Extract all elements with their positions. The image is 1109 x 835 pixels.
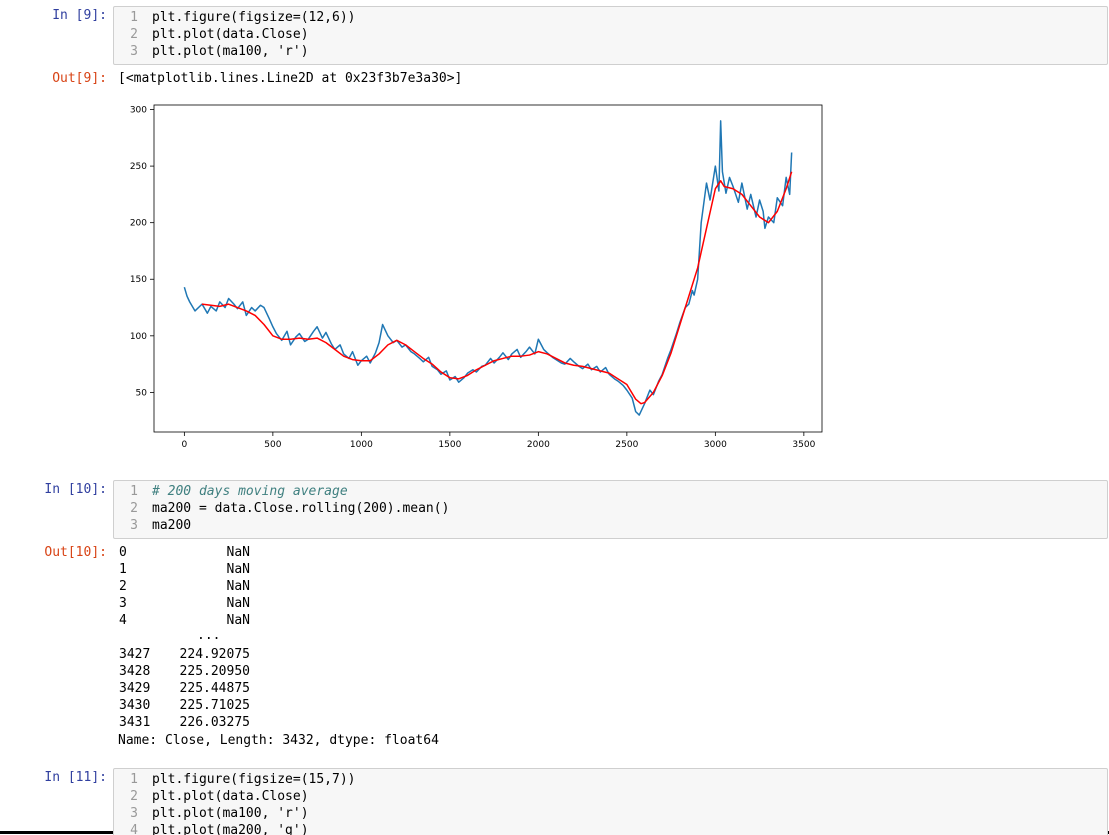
series-line <box>201 171 793 405</box>
line-number: 1 <box>130 772 138 787</box>
series-index: 3430 <box>119 698 151 713</box>
series-index: 0 <box>119 545 127 560</box>
code-line: plt.plot(ma100, 'r') <box>152 44 309 59</box>
output-text: [<matplotlib.lines.Line2D at 0x23f3b7e3a… <box>118 71 463 86</box>
x-tick-label: 2500 <box>615 440 638 450</box>
series-value: NaN <box>226 545 250 560</box>
line-number: 4 <box>130 823 138 835</box>
series-value: 225.20950 <box>179 664 250 679</box>
code-line: plt.figure(figsize=(12,6)) <box>152 10 356 25</box>
series-index: 4 <box>119 613 127 628</box>
series-value: 226.03275 <box>179 715 250 730</box>
line-number: 2 <box>130 27 138 42</box>
series-index: 2 <box>119 579 127 594</box>
input-prompt: In [10]: <box>44 482 107 497</box>
y-tick-label: 200 <box>130 219 147 229</box>
y-tick-label: 150 <box>130 275 147 285</box>
line-number: 3 <box>130 806 138 821</box>
line-number: 2 <box>130 501 138 516</box>
line-number: 3 <box>130 44 138 59</box>
series-value: NaN <box>226 596 250 611</box>
code-line: ma200 = data.Close.rolling(200).mean() <box>152 501 450 516</box>
code-line: ma200 <box>152 518 192 533</box>
x-tick-label: 1000 <box>350 440 373 450</box>
series-value: 224.92075 <box>179 647 250 662</box>
code-line: plt.plot(data.Close) <box>152 789 309 804</box>
series-index: 3431 <box>119 715 151 730</box>
line-number: 2 <box>130 789 138 804</box>
series-value: NaN <box>226 562 250 577</box>
code-cell[interactable]: 1 2 3 # 200 days moving average ma200 = data… <box>113 480 1108 539</box>
plot-area <box>153 104 823 433</box>
code-line: plt.plot(ma200, 'g') <box>152 823 309 835</box>
line-number: 3 <box>130 518 138 533</box>
series-index: 3 <box>119 596 127 611</box>
series-index: 3428 <box>119 664 151 679</box>
y-tick-label: 50 <box>136 388 148 398</box>
series-index: 3427 <box>119 647 151 662</box>
code-line: plt.plot(ma100, 'r') <box>152 806 309 821</box>
x-tick-label: 3000 <box>704 440 727 450</box>
series-line <box>183 120 793 416</box>
x-tick-label: 0 <box>181 440 187 450</box>
ellipsis: ... <box>197 628 221 643</box>
input-prompt: In [9]: <box>52 8 107 23</box>
output-prompt: Out[9]: <box>52 71 107 86</box>
line-number: 1 <box>130 10 138 25</box>
series-value: 225.71025 <box>179 698 250 713</box>
code-line: plt.plot(data.Close) <box>152 27 309 42</box>
series-value: NaN <box>226 613 250 628</box>
x-tick-label: 3500 <box>792 440 815 450</box>
y-tick-label: 250 <box>130 162 147 172</box>
series-value: 225.44875 <box>179 681 250 696</box>
output-prompt: Out[10]: <box>44 545 107 560</box>
x-tick-label: 2000 <box>527 440 550 450</box>
y-tick-label: 300 <box>130 106 147 116</box>
line-number: 1 <box>130 484 138 499</box>
x-tick-label: 500 <box>264 440 281 450</box>
input-prompt: In [11]: <box>44 770 107 785</box>
x-tick-label: 1500 <box>438 440 461 450</box>
series-value: NaN <box>226 579 250 594</box>
code-line: # 200 days moving average <box>152 484 348 499</box>
y-tick-label: 100 <box>130 332 147 342</box>
code-line: plt.figure(figsize=(15,7)) <box>152 772 356 787</box>
code-cell[interactable]: 1 2 3 plt.figure(figsize=(12,6)) plt.plot(da… <box>113 6 1108 65</box>
code-cell[interactable]: 1 2 3 4 plt.figure(figsize=(15,7)) plt.plot(d… <box>113 768 1108 835</box>
series-footer: Name: Close, Length: 3432, dtype: float6… <box>118 733 439 748</box>
series-index: 1 <box>119 562 127 577</box>
series-index: 3429 <box>119 681 151 696</box>
